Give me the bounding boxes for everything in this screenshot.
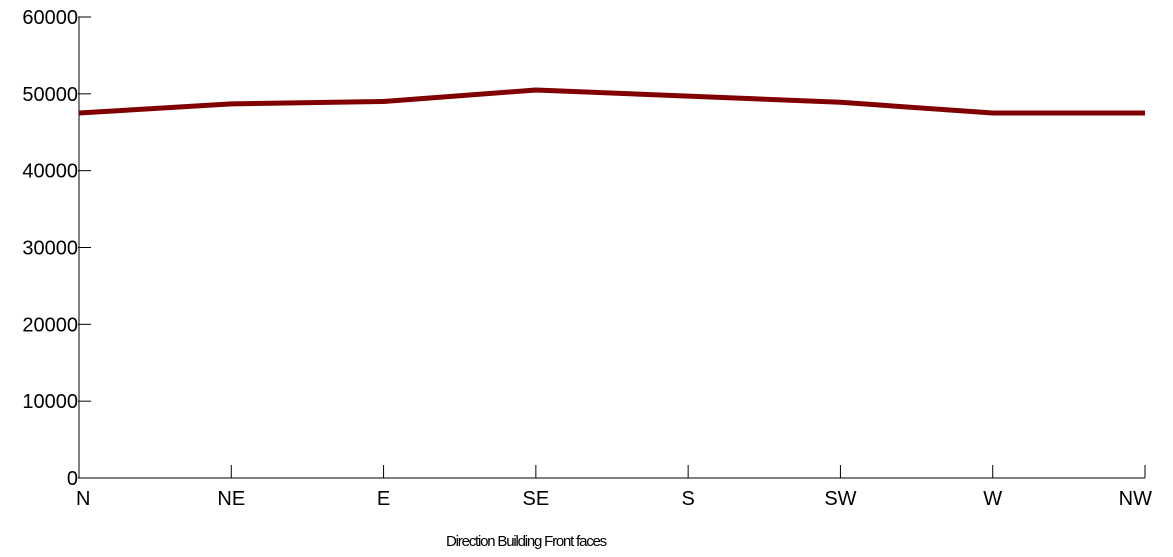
x-tick-label: SW bbox=[824, 488, 856, 510]
x-tick-label: NE bbox=[217, 488, 245, 510]
x-axis-title: Direction Building Front faces bbox=[446, 533, 607, 550]
y-tick-label: 60000 bbox=[22, 7, 78, 29]
y-tick-label: 0 bbox=[67, 468, 78, 490]
axes-group bbox=[79, 17, 1145, 478]
x-tick-label: NW bbox=[1119, 488, 1152, 510]
series-line bbox=[79, 90, 1145, 113]
x-tick-label: S bbox=[681, 488, 694, 510]
x-tick-label: N bbox=[76, 488, 90, 510]
x-axis-ticks: N NE E SE S SW W NW bbox=[76, 465, 1152, 510]
series-group bbox=[79, 90, 1145, 113]
x-tick-label: E bbox=[377, 488, 390, 510]
y-tick-label: 40000 bbox=[22, 161, 78, 183]
x-tick-label: W bbox=[983, 488, 1002, 510]
y-tick-label: 20000 bbox=[22, 314, 78, 336]
y-tick-label: 30000 bbox=[22, 238, 78, 260]
y-tick-label: 10000 bbox=[22, 391, 78, 413]
y-tick-label: 50000 bbox=[22, 84, 78, 106]
y-axis-ticks: 0 10000 20000 30000 40000 50000 60000 bbox=[22, 7, 91, 490]
x-tick-label: SE bbox=[523, 488, 550, 510]
